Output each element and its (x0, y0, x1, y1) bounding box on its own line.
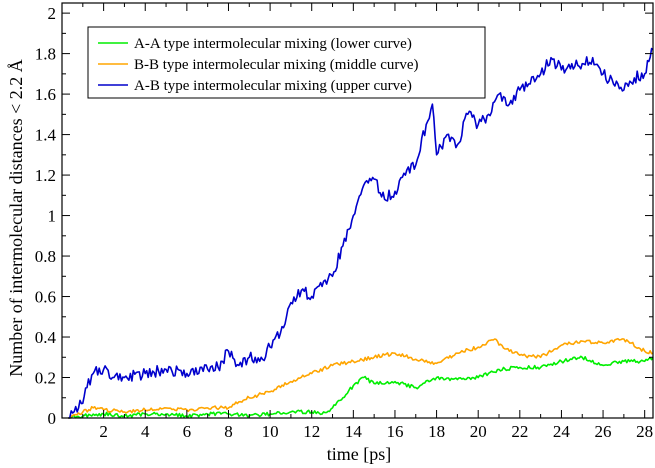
y-tick-label: 1.4 (35, 126, 57, 145)
x-tick-label: 18 (428, 422, 445, 441)
x-tick-label: 28 (636, 422, 653, 441)
y-tick-label: 1 (48, 207, 57, 226)
x-tick-label: 14 (345, 422, 363, 441)
x-tick-label: 6 (183, 422, 192, 441)
y-tick-label: 0 (48, 409, 57, 428)
x-tick-label: 16 (386, 422, 403, 441)
axes-layer (61, 2, 654, 419)
x-tick-label: 8 (224, 422, 233, 441)
x-tick-label: 2 (99, 422, 108, 441)
x-tick-label: 20 (470, 422, 487, 441)
series-layer (68, 47, 654, 419)
x-axis-label: time [ps] (327, 444, 392, 464)
y-tick-label: 0.4 (35, 328, 57, 347)
plot-frame (61, 2, 654, 419)
legend-label-bb: B-B type intermolecular mixing (middle c… (134, 57, 419, 73)
y-tick-label: 0.6 (35, 288, 56, 307)
tick-labels: 2 4 6 8 10 12 14 16 18 20 22 24 26 2800.20.40.60.811.… (35, 4, 653, 441)
x-tick-label: 4 (141, 422, 150, 441)
x-tick-label: 10 (262, 422, 279, 441)
x-tick-label: 22 (511, 422, 528, 441)
legend-label-ab: A-B type intermolecular mixing (upper cu… (134, 78, 412, 94)
legend-box (87, 26, 486, 99)
y-tick-label: 1.6 (35, 85, 56, 104)
series-line-3 (68, 47, 654, 419)
series-line-1 (68, 355, 654, 419)
y-tick-label: 0.2 (35, 369, 56, 388)
y-axis-label: Number of intermolecular distances < 2.2… (6, 59, 26, 377)
y-tick-label: 0.8 (35, 247, 56, 266)
y-tick-label: 1.8 (35, 45, 56, 64)
series-line-2 (68, 337, 654, 419)
x-tick-label: 26 (595, 422, 612, 441)
y-tick-label: 1.2 (35, 166, 56, 185)
x-tick-label: 12 (303, 422, 320, 441)
legend-label-aa: A-A type intermolecular mixing (lower cu… (134, 36, 412, 52)
legend: A-A type intermolecular mixing (lower cu… (87, 26, 486, 99)
y-tick-label: 2 (48, 4, 57, 23)
x-tick-label: 24 (553, 422, 571, 441)
